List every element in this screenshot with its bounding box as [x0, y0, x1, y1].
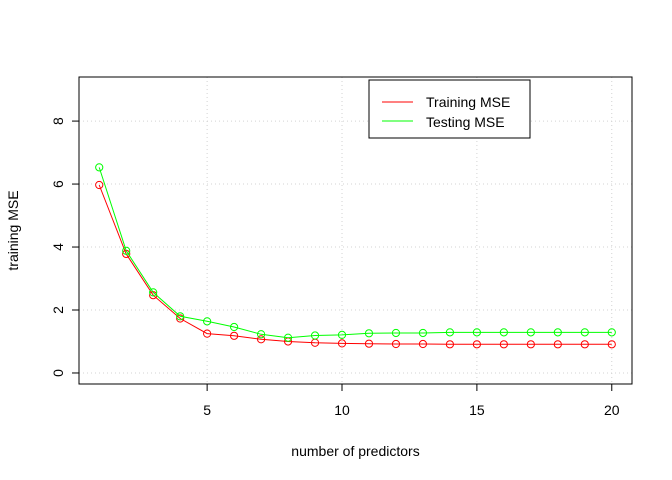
- data-point: [364, 329, 374, 338]
- data-point: [445, 328, 455, 337]
- data-point: [418, 328, 428, 338]
- data-point: [230, 331, 239, 340]
- x-tick-label: 15: [469, 402, 485, 418]
- y-tick-label: 6: [50, 180, 66, 188]
- x-tick-label: 5: [203, 402, 211, 418]
- data-point: [256, 330, 266, 339]
- series-line: [98, 184, 612, 345]
- data-point: [283, 333, 293, 342]
- data-point: [553, 340, 562, 349]
- data-point: [391, 328, 401, 338]
- data-point: [310, 331, 320, 340]
- y-tick-label: 2: [50, 306, 66, 314]
- x-tick-label: 20: [604, 402, 620, 418]
- x-axis: 5 10 15 20: [203, 384, 620, 418]
- data-point: [526, 340, 535, 349]
- data-point: [472, 328, 481, 337]
- data-point: [95, 180, 104, 190]
- grid: [79, 77, 632, 384]
- data-point: [580, 340, 589, 349]
- data-point: [499, 340, 508, 349]
- data-point: [553, 328, 562, 337]
- series-1: [95, 163, 616, 342]
- data-point: [391, 339, 401, 349]
- y-axis: 0 2 4 6 8: [50, 117, 79, 377]
- data-point: [526, 328, 535, 337]
- data-point: [122, 246, 131, 255]
- data-point: [607, 328, 616, 337]
- plot-frame: [78, 76, 633, 385]
- data-point: [445, 340, 455, 349]
- data-point: [337, 330, 347, 339]
- data-point: [499, 328, 508, 337]
- series-layer: [95, 163, 616, 349]
- y-tick-label: 8: [50, 117, 66, 125]
- data-point: [230, 322, 239, 332]
- legend-label-training: Training MSE: [426, 94, 510, 110]
- data-point: [176, 314, 185, 323]
- y-tick-label: 4: [50, 243, 66, 251]
- data-point: [580, 328, 589, 337]
- y-tick-label: 0: [50, 369, 66, 377]
- data-point: [203, 329, 212, 338]
- data-point: [256, 335, 266, 344]
- data-point: [149, 288, 158, 297]
- data-point: [95, 163, 104, 172]
- data-point: [364, 339, 374, 348]
- y-axis-title: training MSE: [5, 190, 21, 270]
- data-point: [203, 317, 212, 326]
- x-tick-label: 10: [334, 402, 350, 418]
- data-point: [418, 339, 428, 349]
- data-point: [176, 312, 185, 321]
- data-point: [337, 339, 347, 348]
- data-point: [472, 340, 481, 349]
- legend-box: [368, 79, 531, 139]
- data-point: [607, 340, 616, 349]
- series-0: [95, 180, 616, 349]
- legend: Training MSE Testing MSE: [368, 79, 531, 139]
- legend-label-testing: Testing MSE: [426, 114, 505, 130]
- series-line: [98, 167, 612, 339]
- x-axis-title: number of predictors: [291, 443, 419, 459]
